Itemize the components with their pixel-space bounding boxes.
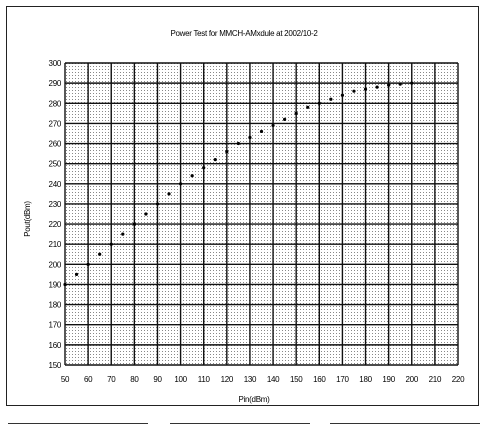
y-tick-label: 160 — [49, 341, 62, 350]
y-tick-label: 220 — [49, 220, 62, 229]
data-point — [74, 272, 79, 276]
data-point — [86, 262, 90, 266]
data-point — [132, 222, 136, 226]
plot-area — [65, 63, 458, 365]
data-point — [283, 117, 287, 121]
y-axis-label: Pout(dBm) — [23, 201, 32, 237]
data-point — [259, 129, 264, 134]
x-tick-label: 190 — [382, 375, 395, 384]
x-tick-label: 150 — [290, 375, 303, 384]
data-point — [375, 85, 379, 89]
y-tick-label: 180 — [49, 301, 62, 310]
y-tick-label: 190 — [49, 280, 62, 289]
data-point — [387, 83, 391, 87]
x-tick-label: 200 — [406, 375, 419, 384]
data-point — [202, 166, 206, 170]
y-tick-label: 270 — [49, 119, 62, 128]
chart-title: Power Test for MMCH-AMxdule at 2002/10-2 — [170, 29, 318, 38]
data-point — [294, 111, 298, 115]
data-point — [63, 282, 67, 287]
x-tick-label: 110 — [198, 375, 211, 384]
data-point — [190, 174, 194, 178]
x-tick-label: 60 — [84, 375, 93, 384]
data-point — [352, 89, 356, 93]
footer-rule-2 — [170, 423, 310, 424]
data-point — [178, 182, 183, 186]
x-tick-label: 220 — [452, 375, 465, 384]
data-points — [63, 81, 414, 287]
x-axis-label: Pin(dBm) — [239, 395, 271, 404]
data-point — [155, 202, 160, 206]
y-tick-label: 240 — [49, 180, 62, 189]
data-point — [213, 158, 217, 162]
x-tick-label: 90 — [153, 375, 162, 384]
y-tick-label: 150 — [49, 361, 62, 370]
data-point — [329, 97, 333, 101]
data-point — [317, 101, 321, 105]
y-tick-label: 290 — [49, 79, 62, 88]
data-point — [248, 135, 252, 140]
data-point — [167, 192, 171, 196]
tick-labels: 50 60 70 80 90 100 110 120 130 140 150 160 170 180 190… — [49, 59, 466, 384]
x-tick-label: 160 — [313, 375, 326, 384]
data-point — [271, 123, 275, 128]
data-point — [225, 149, 229, 154]
x-tick-label: 80 — [130, 375, 139, 384]
data-point — [98, 252, 102, 256]
y-tick-label: 300 — [49, 59, 62, 68]
x-tick-label: 170 — [336, 375, 349, 384]
y-tick-label: 250 — [49, 160, 62, 169]
grid — [64, 62, 459, 366]
data-point — [121, 232, 125, 236]
footer-rule-3 — [330, 423, 480, 424]
y-tick-label: 280 — [49, 99, 62, 108]
data-point — [410, 81, 414, 85]
data-point — [363, 87, 368, 91]
y-tick-label: 230 — [49, 200, 62, 209]
y-tick-label: 170 — [49, 321, 62, 330]
x-tick-label: 50 — [61, 375, 70, 384]
data-point — [109, 242, 113, 246]
x-tick-label: 120 — [221, 375, 234, 384]
y-tick-label: 260 — [49, 140, 62, 149]
y-tick-label: 210 — [49, 240, 62, 249]
x-tick-label: 130 — [244, 375, 257, 384]
data-point — [306, 105, 310, 109]
data-point — [144, 212, 148, 216]
data-point — [398, 82, 402, 86]
x-tick-label: 180 — [359, 375, 372, 384]
data-point — [340, 93, 345, 97]
x-tick-label: 210 — [429, 375, 442, 384]
data-point — [236, 141, 240, 146]
x-tick-label: 140 — [267, 375, 280, 384]
y-tick-label: 200 — [49, 260, 62, 269]
footer-rule-1 — [8, 423, 148, 424]
x-tick-label: 100 — [174, 375, 187, 384]
x-tick-label: 70 — [107, 375, 116, 384]
